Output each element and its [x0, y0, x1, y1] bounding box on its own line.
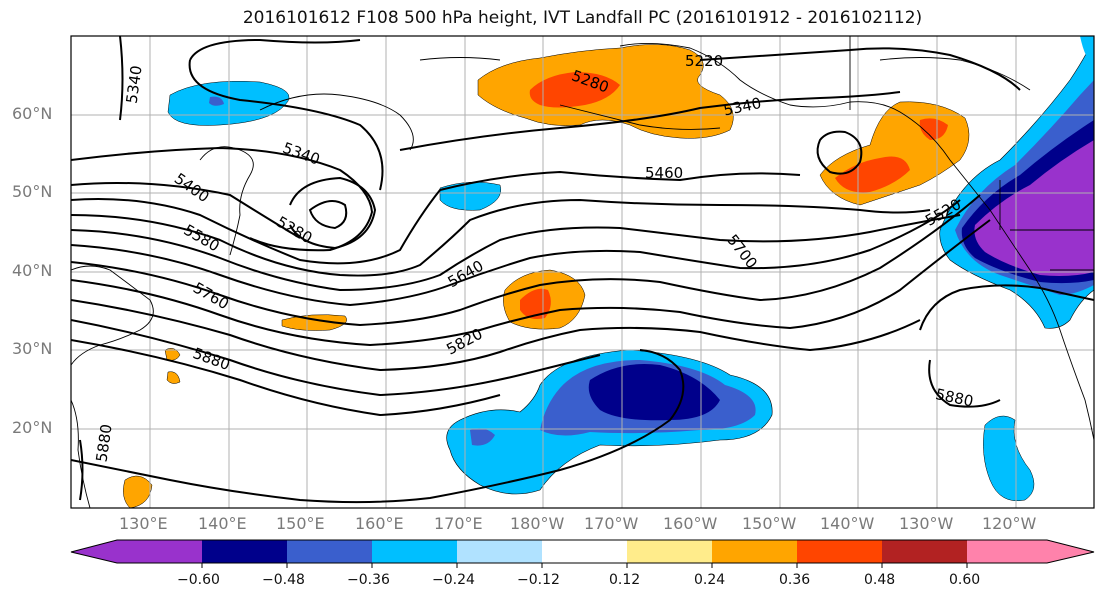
colorbar-tick-label: −0.36	[347, 572, 390, 588]
colorbar-swatch	[117, 540, 202, 563]
colorbar-tick-label: 0.48	[864, 572, 896, 588]
colorbar-extend-high	[1047, 540, 1094, 563]
colorbar-swatch	[882, 540, 967, 563]
colorbar-swatch	[627, 540, 712, 563]
colorbar-swatch	[542, 540, 627, 563]
map-frame	[70, 35, 1095, 509]
colorbar-swatch	[712, 540, 797, 563]
colorbar-swatch	[967, 540, 1047, 563]
lat-label: 40°N	[12, 261, 53, 280]
lat-label: 20°N	[12, 418, 53, 437]
lon-label: 140°E	[198, 514, 247, 533]
coastlines	[71, 36, 1094, 508]
lon-label: 140°W	[820, 514, 875, 533]
colorbar-tick-label: 0.60	[949, 572, 981, 588]
map-title: 2016101612 F108 500 hPa height, IVT Land…	[242, 8, 923, 28]
colorbar-tick-label: −0.60	[177, 572, 220, 588]
colorbar-swatch	[797, 540, 882, 563]
lon-label: 170°E	[434, 514, 483, 533]
lon-label: 160°E	[355, 514, 404, 533]
colorbar-tick-label: −0.48	[262, 572, 305, 588]
lon-label: 170°W	[584, 514, 639, 533]
lon-label: 120°W	[982, 514, 1037, 533]
graticule	[71, 36, 1094, 508]
lon-label: 130°W	[899, 514, 954, 533]
colorbar-tick-label: −0.24	[432, 572, 475, 588]
contour-label: 5340	[123, 64, 146, 104]
colorbar-swatch	[372, 540, 457, 563]
colorbar-swatch	[287, 540, 372, 563]
contour-label: 5220	[685, 52, 723, 70]
colorbar-tick-label: 0.36	[779, 572, 811, 588]
colorbar-tick-label: 0.12	[609, 572, 641, 588]
colorbar-swatch	[202, 540, 287, 563]
colorbar-tick-label: −0.12	[517, 572, 560, 588]
lon-label: 150°W	[742, 514, 797, 533]
contour-label: 5460	[645, 164, 683, 182]
lat-label: 60°N	[12, 104, 53, 123]
colorbar-swatch	[457, 540, 542, 563]
lon-label: 150°E	[276, 514, 325, 533]
colorbar-outline	[70, 539, 1095, 564]
contour-label: 5880	[93, 423, 116, 463]
colorbar	[70, 539, 1095, 568]
lon-label: 160°W	[663, 514, 718, 533]
lon-label: 180°W	[510, 514, 565, 533]
lon-label: 130°E	[119, 514, 168, 533]
lat-label: 50°N	[12, 182, 53, 201]
lat-label: 30°N	[12, 339, 53, 358]
colorbar-tick-label: 0.24	[694, 572, 726, 588]
height-contours	[71, 36, 1094, 504]
colorbar-extend-low	[71, 540, 117, 563]
